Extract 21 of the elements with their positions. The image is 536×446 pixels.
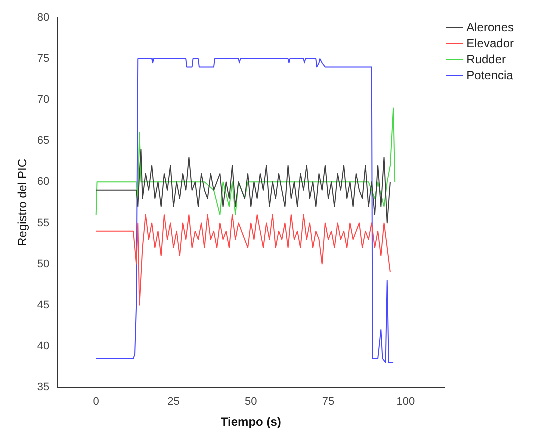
- legend-label: Rudder: [466, 52, 506, 66]
- y-axis-title: Registro del PIC: [16, 158, 30, 246]
- y-tick-label: 75: [37, 53, 50, 66]
- legend-label: Elevador: [466, 36, 514, 50]
- x-tick-label: 50: [245, 396, 258, 408]
- x-tick-label: 0: [93, 396, 100, 408]
- y-tick-label: 45: [37, 299, 50, 312]
- x-tick-label: 75: [322, 396, 335, 408]
- y-tick-label: 40: [37, 340, 50, 352]
- y-tick-label: 80: [37, 12, 50, 24]
- y-tick-label: 55: [37, 217, 50, 230]
- x-axis-title: Tiempo (s): [220, 415, 282, 430]
- y-tick-label: 35: [37, 381, 50, 394]
- legend-label: Potencia: [466, 68, 514, 82]
- x-tick-label: 25: [168, 396, 180, 408]
- legend-label: Alerones: [466, 20, 514, 34]
- y-tick-label: 60: [37, 176, 50, 188]
- y-tick-label: 65: [37, 135, 50, 148]
- y-tick-label: 70: [37, 94, 50, 106]
- x-tick-label: 100: [396, 396, 416, 408]
- y-tick-label: 50: [37, 258, 50, 270]
